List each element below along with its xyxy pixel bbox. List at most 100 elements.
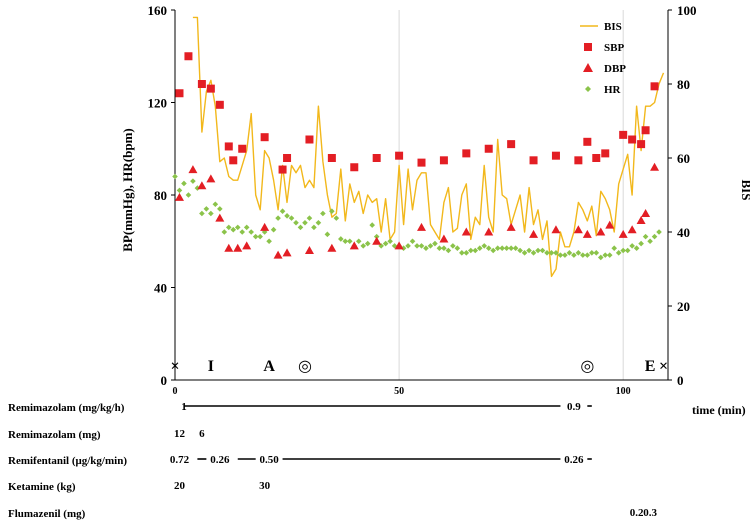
dbp-point bbox=[650, 162, 660, 171]
hr-point bbox=[266, 238, 272, 245]
hr-point bbox=[633, 245, 640, 251]
dbp-point bbox=[605, 220, 615, 229]
hr-point bbox=[539, 247, 546, 254]
x-tick-label: 100 bbox=[616, 386, 631, 397]
legend-swatch bbox=[585, 86, 591, 92]
hr-point bbox=[373, 233, 380, 240]
hr-point bbox=[575, 250, 582, 256]
hr-point bbox=[611, 245, 618, 251]
hr-point bbox=[481, 243, 488, 249]
sbp-point bbox=[462, 149, 471, 158]
hr-point bbox=[279, 208, 286, 214]
y-left-ticks: 0 40 80 120 160 bbox=[148, 3, 175, 388]
hr-point bbox=[597, 254, 604, 261]
hr-point bbox=[414, 243, 420, 249]
hr-point bbox=[181, 180, 187, 187]
hr-point bbox=[172, 173, 178, 180]
legend-label: DBP bbox=[604, 63, 626, 75]
bis-series bbox=[192, 16, 665, 278]
hr-point bbox=[284, 213, 290, 219]
hr-point bbox=[494, 245, 501, 251]
event-marker: ◎ bbox=[580, 358, 594, 375]
y-tick-label: 80 bbox=[154, 188, 167, 203]
hr-point bbox=[409, 238, 416, 245]
hr-point bbox=[217, 206, 223, 212]
sbp-point bbox=[206, 84, 215, 93]
legend: BIS SBP DBP HR bbox=[580, 21, 626, 96]
y-right-ticks: 0 20 40 60 80 100 bbox=[668, 3, 697, 388]
sbp-point bbox=[628, 135, 637, 144]
sbp-point bbox=[529, 156, 538, 165]
hr-point bbox=[203, 206, 210, 212]
hr-point bbox=[530, 250, 537, 256]
sbp-series bbox=[175, 52, 659, 174]
x-tick-label: 0 bbox=[173, 386, 178, 397]
hr-point bbox=[342, 238, 349, 245]
sbp-point bbox=[350, 163, 359, 172]
legend-label: BIS bbox=[604, 21, 622, 33]
dose-value: 0.9 bbox=[567, 401, 581, 413]
sbp-point bbox=[583, 137, 592, 146]
hr-point bbox=[615, 250, 622, 256]
dbp-point bbox=[641, 209, 651, 217]
hr-point bbox=[602, 252, 609, 258]
hr-point bbox=[526, 247, 532, 254]
sbp-point bbox=[637, 140, 646, 149]
dose-value: 0.3 bbox=[643, 507, 657, 519]
hr-point bbox=[315, 219, 322, 226]
dbp-point bbox=[174, 192, 184, 201]
sbp-point bbox=[238, 144, 247, 153]
hr-point bbox=[194, 185, 201, 191]
hr-point bbox=[387, 238, 393, 245]
hr-point bbox=[400, 245, 407, 251]
sbp-point bbox=[619, 130, 628, 139]
hr-point bbox=[517, 247, 523, 254]
hr-point bbox=[427, 243, 434, 249]
dbp-point bbox=[417, 222, 426, 231]
hr-point bbox=[584, 252, 591, 258]
dbp-point bbox=[372, 236, 382, 245]
hr-point bbox=[571, 252, 577, 258]
dose-value: 20 bbox=[174, 480, 186, 492]
y2-tick-label: 0 bbox=[677, 373, 684, 388]
dbp-point bbox=[529, 229, 539, 238]
dbp-point bbox=[282, 248, 292, 257]
dbp-point bbox=[206, 174, 216, 183]
hr-point bbox=[418, 243, 425, 249]
y2-axis-label: BIS bbox=[739, 180, 750, 201]
dose-value: 0.72 bbox=[170, 454, 190, 466]
hr-point bbox=[311, 224, 317, 231]
hr-point bbox=[521, 250, 528, 256]
dbp-point bbox=[327, 243, 337, 252]
y2-tick-label: 80 bbox=[677, 77, 690, 92]
hr-point bbox=[225, 224, 232, 231]
hr-point bbox=[306, 215, 313, 221]
sbp-point bbox=[641, 126, 650, 135]
dose-value: 0.26 bbox=[564, 454, 584, 466]
dbp-point bbox=[349, 241, 359, 250]
sbp-point bbox=[601, 149, 610, 158]
dbp-series bbox=[174, 162, 660, 259]
sbp-point bbox=[551, 151, 560, 160]
dbp-point bbox=[242, 241, 252, 250]
hr-point bbox=[638, 240, 644, 247]
hr-point bbox=[199, 210, 205, 217]
hr-point bbox=[432, 240, 438, 247]
hr-point bbox=[503, 245, 510, 251]
legend-label: SBP bbox=[604, 42, 624, 54]
dbp-point bbox=[596, 227, 606, 236]
hr-point bbox=[441, 245, 447, 251]
sbp-point bbox=[327, 154, 336, 162]
hr-point bbox=[257, 233, 263, 240]
sbp-point bbox=[229, 156, 238, 165]
hr-point bbox=[624, 247, 631, 254]
hr-point bbox=[450, 243, 456, 249]
sbp-point bbox=[175, 89, 184, 98]
hr-point bbox=[651, 233, 658, 240]
event-marker: × bbox=[659, 358, 668, 375]
sbp-point bbox=[260, 133, 269, 142]
y2-tick-label: 40 bbox=[677, 225, 690, 240]
dbp-point bbox=[618, 229, 628, 238]
dose-value: 6 bbox=[199, 428, 205, 440]
hr-point bbox=[445, 247, 452, 254]
